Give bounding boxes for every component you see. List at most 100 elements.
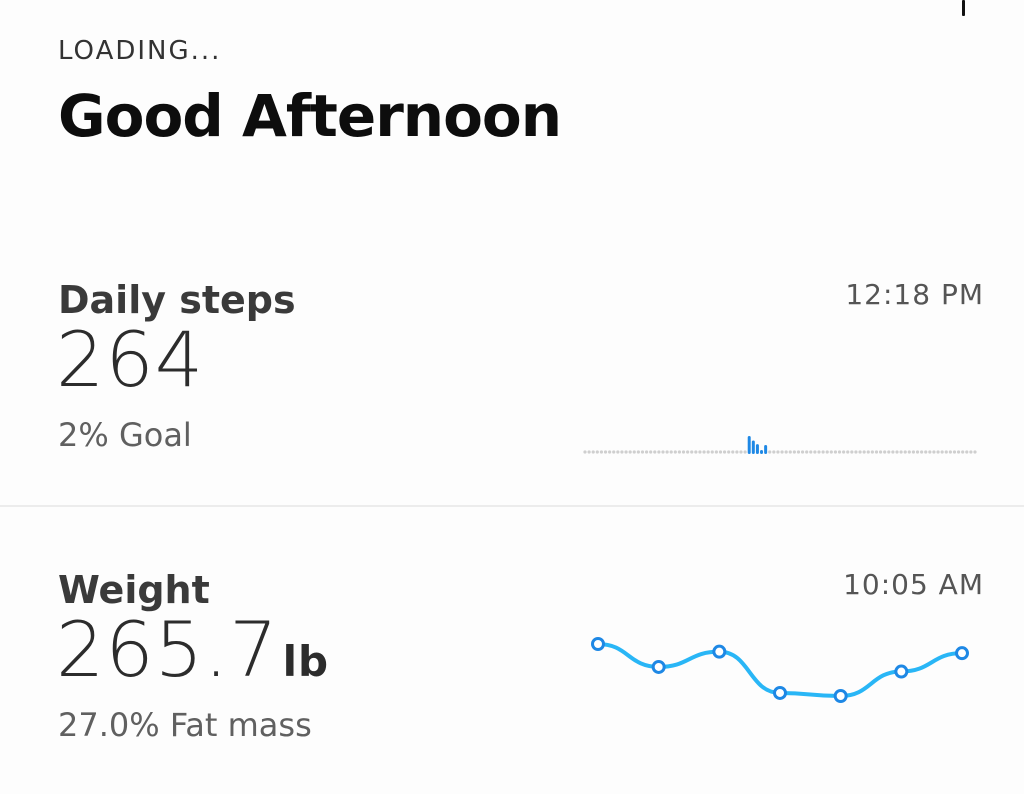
steps-baseline-dot	[883, 450, 887, 454]
steps-baseline-dot	[878, 450, 883, 454]
steps-baseline-dot	[653, 450, 657, 454]
steps-baseline-dot	[956, 450, 961, 454]
weight-trend-chart	[591, 637, 969, 703]
steps-baseline-dot	[833, 450, 838, 454]
steps-baseline-dot	[727, 450, 731, 454]
steps-baseline-dot	[722, 450, 727, 454]
weight-value: 265.7lb	[56, 612, 329, 688]
steps-baseline-dot	[854, 450, 858, 454]
steps-baseline-dot	[686, 450, 690, 454]
steps-baseline-dot	[718, 450, 723, 454]
steps-baseline-dot	[640, 450, 645, 454]
steps-baseline-dot	[821, 450, 825, 454]
weight-point	[833, 689, 848, 703]
steps-baseline-dot	[632, 450, 636, 454]
daily-steps-card[interactable]: Daily steps 12:18 PM 264 2% Goal	[0, 270, 1024, 504]
steps-baseline-dot	[928, 450, 932, 454]
steps-bar	[760, 450, 764, 454]
fat-mass-label: 27.0% Fat mass	[58, 706, 312, 744]
steps-baseline-dot	[887, 450, 891, 454]
steps-baseline-dot	[710, 450, 714, 454]
steps-baseline-dot	[800, 450, 805, 454]
weight-card[interactable]: Weight 10:05 AM 265.7lb 27.0% Fat mass	[0, 560, 1024, 794]
steps-baseline-dot	[768, 450, 772, 454]
steps-baseline-dot	[952, 450, 957, 454]
steps-goal: 2% Goal	[58, 416, 192, 454]
steps-baseline-dot	[924, 450, 928, 454]
weight-point	[773, 685, 787, 700]
header: LOADING... Good Afternoon	[58, 36, 562, 150]
steps-baseline-dot	[932, 450, 936, 454]
steps-baseline-dot	[739, 450, 743, 454]
steps-baseline-dot	[792, 450, 796, 454]
loading-label: LOADING...	[58, 36, 222, 66]
steps-baseline-dot	[698, 450, 702, 454]
steps-baseline-dot	[681, 450, 686, 454]
steps-baseline-dot	[944, 450, 948, 454]
steps-baseline-dot	[735, 450, 739, 454]
steps-baseline-dot	[846, 450, 850, 454]
weight-number: 265.7	[56, 605, 279, 694]
steps-baseline-dot	[616, 450, 620, 454]
steps-baseline-dot	[969, 450, 973, 454]
weight-time: 10:05 AM	[843, 568, 984, 601]
steps-baseline-dot	[899, 450, 903, 454]
steps-baseline-dot	[780, 450, 784, 454]
steps-baseline-dot	[965, 450, 969, 454]
steps-baseline-dot	[661, 450, 665, 454]
steps-baseline-dot	[837, 450, 842, 454]
steps-bar	[747, 436, 751, 454]
steps-baseline-dot	[940, 450, 944, 454]
steps-baseline-dot	[874, 450, 879, 454]
steps-bar	[764, 445, 768, 454]
weight-point	[894, 664, 909, 679]
steps-baseline-dot	[599, 450, 604, 454]
steps-baseline-dot	[907, 450, 911, 454]
steps-baseline-dot	[644, 450, 649, 454]
greeting-title: Good Afternoon	[58, 82, 562, 150]
steps-baseline-dot	[842, 450, 846, 454]
steps-baseline-dot	[858, 450, 862, 454]
steps-baseline-dot	[612, 450, 616, 454]
steps-baseline-dot	[776, 450, 780, 454]
steps-baseline-dot	[920, 450, 924, 454]
status-bar-indicator	[962, 0, 965, 16]
steps-baseline-dot	[706, 450, 710, 454]
weight-point	[591, 637, 605, 651]
steps-baseline-dot	[583, 450, 587, 454]
steps-baseline-dot	[862, 450, 866, 454]
steps-activity-chart	[583, 436, 977, 454]
steps-baseline-dot	[866, 450, 870, 454]
steps-baseline-dot	[624, 450, 628, 454]
steps-baseline-dot	[649, 450, 653, 454]
steps-baseline-dot	[690, 450, 694, 454]
steps-baseline-dot	[603, 450, 608, 454]
steps-baseline-dot	[895, 450, 899, 454]
steps-baseline-dot	[669, 450, 673, 454]
steps-baseline-dot	[891, 450, 895, 454]
steps-baseline-dot	[657, 450, 661, 454]
steps-baseline-dot	[973, 450, 977, 454]
steps-baseline-dot	[731, 450, 735, 454]
steps-value: 264	[56, 322, 204, 398]
steps-baseline-dot	[796, 450, 801, 454]
steps-baseline-dot	[608, 450, 612, 454]
weight-point	[955, 646, 969, 661]
weight-unit: lb	[282, 637, 330, 686]
steps-baseline-dot	[587, 450, 591, 454]
divider	[0, 505, 1024, 507]
steps-baseline-dot	[677, 450, 682, 454]
steps-baseline-dot	[809, 450, 813, 454]
steps-baseline-dot	[702, 450, 706, 454]
steps-baseline-dot	[628, 450, 632, 454]
steps-baseline-dot	[911, 450, 916, 454]
steps-baseline-dot	[620, 450, 624, 454]
steps-baseline-dot	[595, 450, 599, 454]
steps-baseline-dot	[813, 450, 817, 454]
steps-title: Daily steps	[58, 278, 296, 322]
steps-baseline-dot	[817, 450, 821, 454]
steps-baseline-dot	[673, 450, 677, 454]
steps-baseline-dot	[961, 450, 965, 454]
steps-baseline-dot	[743, 450, 747, 454]
steps-baseline-dot	[948, 450, 952, 454]
